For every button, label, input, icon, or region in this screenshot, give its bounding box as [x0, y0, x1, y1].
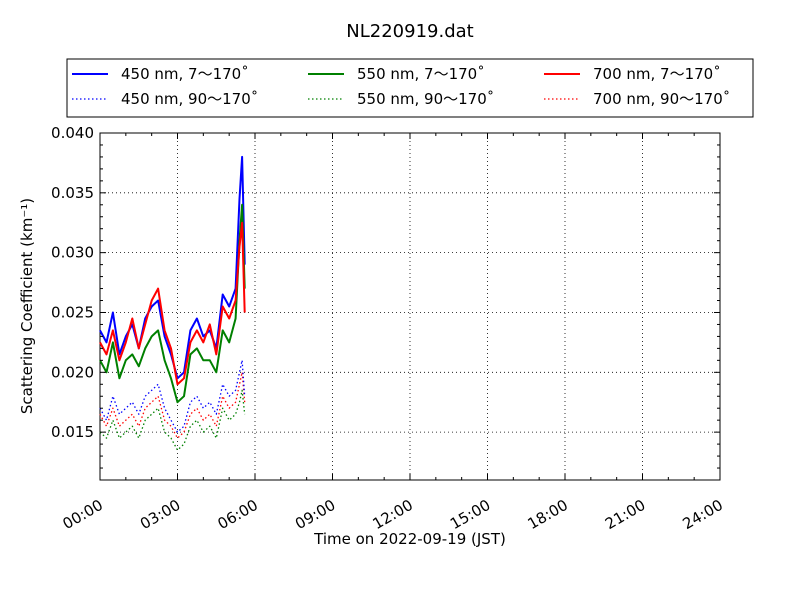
- legend-label: 700 nm, 90～170˚: [593, 90, 730, 108]
- x-tick-label: 18:00: [525, 496, 571, 533]
- x-tick-label: 15:00: [447, 496, 493, 533]
- legend: 450 nm, 7～170˚ 550 nm, 7～170˚ 700 nm, 7～17…: [66, 58, 754, 118]
- legend-label: 450 nm, 7～170˚: [121, 65, 249, 83]
- series-line: [99, 221, 246, 386]
- legend-label: 550 nm, 90～170˚: [357, 90, 494, 108]
- series-line: [99, 203, 246, 404]
- legend-label: 700 nm, 7～170˚: [593, 65, 721, 83]
- y-tick-label: 0.040: [51, 124, 94, 142]
- x-tick-label: 21:00: [602, 496, 648, 533]
- y-tick-label: 0.015: [51, 423, 94, 441]
- x-tick-label: 03:00: [137, 496, 183, 533]
- x-tick-label: 12:00: [370, 496, 416, 533]
- x-tick-label: 09:00: [292, 496, 338, 533]
- x-tick-label: 06:00: [215, 496, 261, 533]
- y-tick-label: 0.035: [51, 184, 94, 202]
- series-line: [99, 359, 246, 433]
- legend-frame: [66, 58, 754, 118]
- y-axis-label: Scattering Coefficient (km⁻¹): [18, 198, 36, 414]
- grid: [100, 133, 720, 480]
- x-tick-label: 00:00: [60, 496, 106, 533]
- series-layer: [99, 155, 246, 451]
- y-tick-label: 0.025: [51, 303, 94, 321]
- y-tick-label: 0.030: [51, 244, 94, 262]
- y-tick-label: 0.020: [51, 363, 94, 381]
- legend-label: 550 nm, 7～170˚: [357, 65, 485, 83]
- series-line: [99, 371, 246, 439]
- legend-label: 450 nm, 90～170˚: [121, 90, 258, 108]
- x-axis-label: Time on 2022-09-19 (JST): [313, 530, 506, 548]
- chart-title: NL220919.dat: [346, 21, 473, 42]
- x-tick-label: 24:00: [680, 496, 726, 533]
- series-line: [99, 155, 246, 380]
